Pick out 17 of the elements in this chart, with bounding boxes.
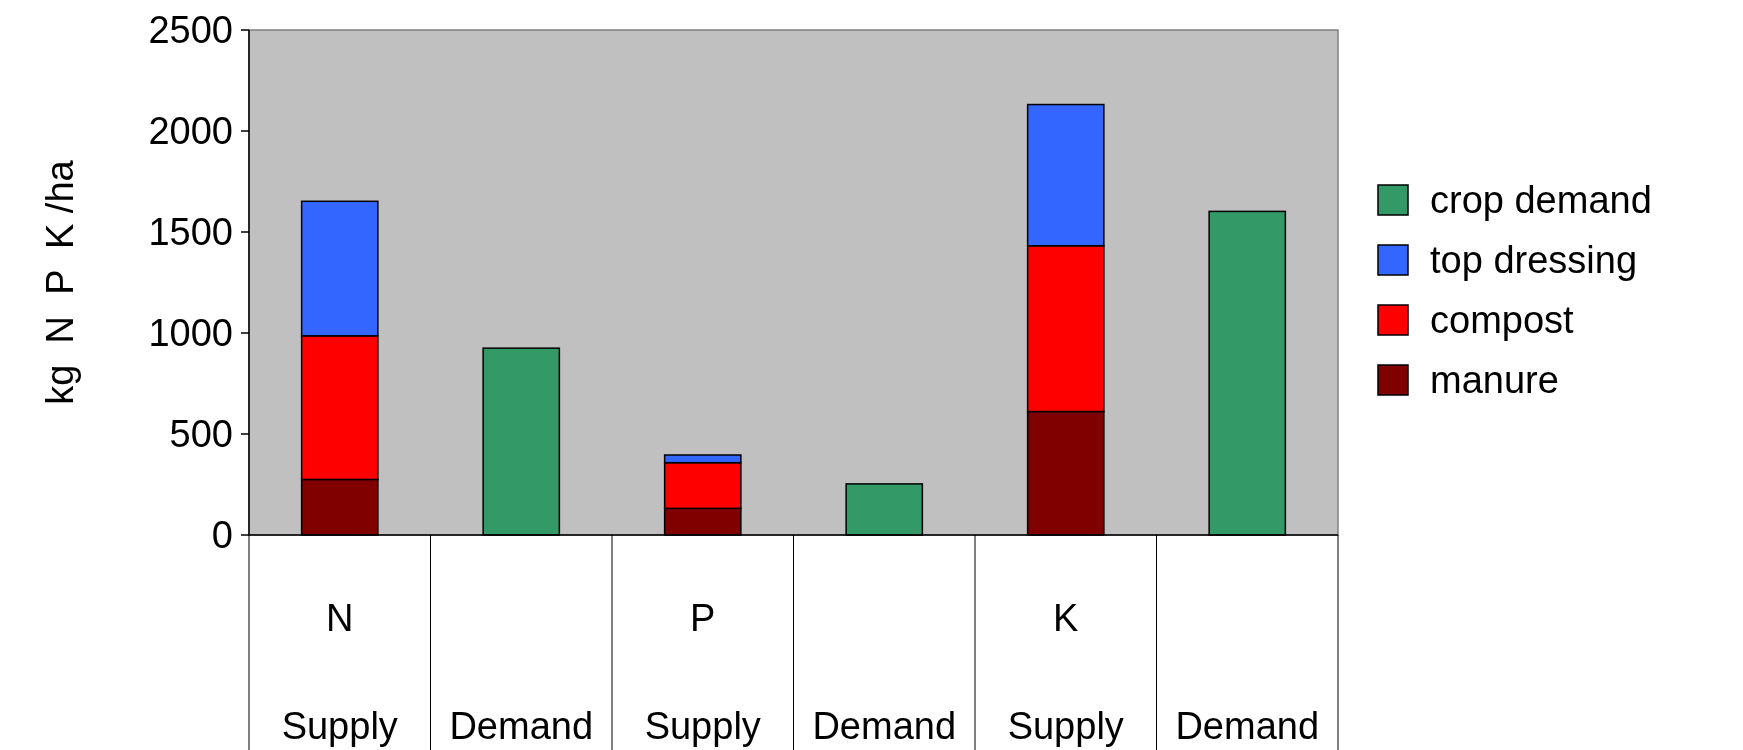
x-tick-label: Demand	[1175, 705, 1320, 748]
y-axis-title: kg N P K /ha	[39, 159, 82, 405]
x-tick-label: Demand	[812, 705, 957, 748]
category-label: K Supply	[1007, 597, 1124, 748]
y-tick-label: 1000	[148, 312, 233, 355]
legend-label: manure	[1430, 359, 1559, 402]
y-tick-label: 2500	[148, 9, 233, 52]
y-tick-label: 500	[169, 413, 233, 456]
y-tick-label: 0	[211, 514, 233, 557]
category-label: P Supply	[644, 597, 761, 748]
legend-label: compost	[1430, 299, 1575, 342]
x-tick-label: Demand	[449, 705, 594, 748]
category-label: N Supply	[281, 597, 398, 748]
y-tick-label: 1500	[148, 211, 233, 254]
legend-label: crop demand	[1430, 179, 1652, 222]
y-tick-label: 2000	[148, 110, 233, 153]
legend-label: top dressing	[1430, 239, 1638, 282]
